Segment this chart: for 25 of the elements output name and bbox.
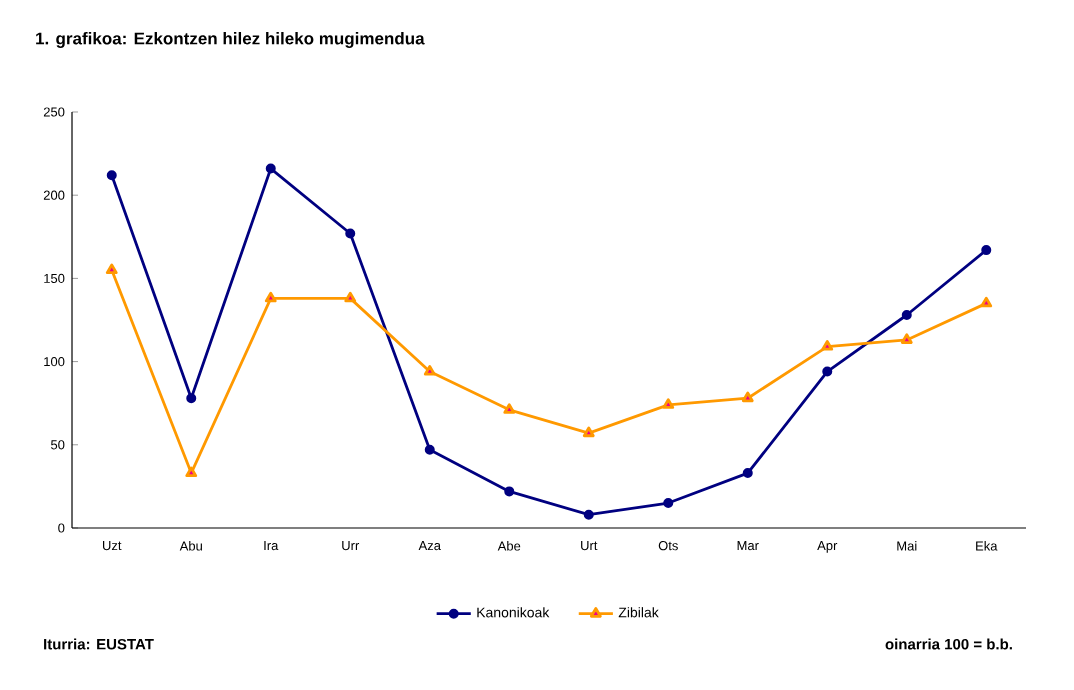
point <box>900 333 913 344</box>
point <box>980 296 993 308</box>
point <box>822 366 833 377</box>
point <box>265 163 276 174</box>
point <box>741 391 754 403</box>
point <box>345 228 356 239</box>
point <box>105 263 118 275</box>
point <box>186 393 197 404</box>
point <box>821 340 834 351</box>
point <box>583 509 594 520</box>
point <box>185 466 198 478</box>
point <box>582 426 595 438</box>
point <box>106 170 117 181</box>
chart-title: 1. grafikoa: Ezkontzen hilez hileko mugimendua <box>36 32 425 48</box>
point <box>503 403 516 414</box>
point <box>344 291 357 303</box>
point <box>742 468 753 479</box>
point <box>264 291 277 303</box>
point <box>662 398 675 409</box>
point <box>423 364 436 376</box>
point <box>424 444 435 455</box>
point <box>901 310 912 321</box>
point <box>981 245 992 256</box>
point <box>504 486 515 497</box>
point <box>663 498 674 509</box>
